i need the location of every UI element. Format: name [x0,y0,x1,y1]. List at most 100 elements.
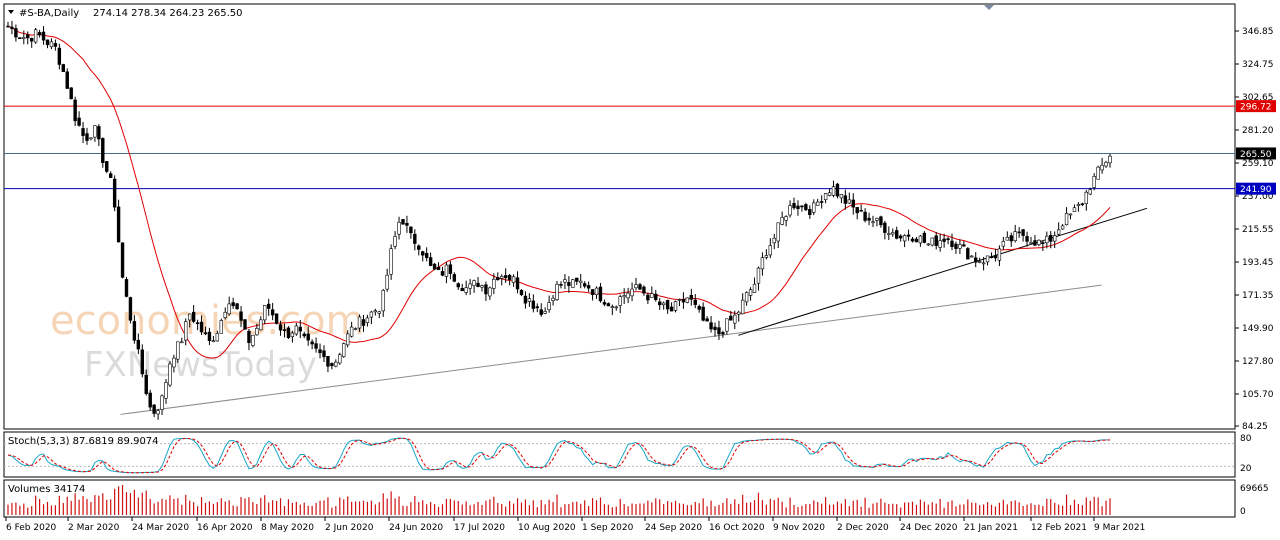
candle-bear [318,349,322,354]
price-panel[interactable] [3,3,1236,430]
candle-bull [1056,229,1061,235]
candle-bull [468,283,472,289]
level-tag-current [1236,147,1276,160]
level-tag-label-resistance: 296.72 [1240,103,1272,113]
candle-bear [689,295,694,300]
candle-bear [910,238,915,242]
candle-bear [1080,203,1085,206]
candle-bear [582,283,587,287]
candle-bear [274,313,279,324]
moving-average [7,25,1111,359]
candle-bear [808,209,812,216]
price-tick-label: 193.45 [1242,258,1274,268]
candle-bear [207,331,212,341]
candle-bear [1009,235,1013,242]
candle-bull [381,290,385,312]
trendlines [120,207,1148,415]
candle-bull [223,311,227,318]
candle-bull [33,29,38,43]
candle-bull [511,276,516,283]
ohlc-readout: 274.14 278.34 264.23 265.50 [93,8,243,19]
candle-bull [172,357,176,368]
candle-bear [638,284,642,290]
watermark-fxnewstoday: FXNewsToday [84,345,317,385]
candle-bull [1096,166,1100,180]
candle-bear [729,315,733,321]
price-tick-label: 302.65 [1242,93,1274,103]
price-tick-label: 149.90 [1242,324,1274,334]
candle-bull [902,235,907,242]
volume-panel[interactable] [3,479,1236,518]
candle-bull [740,299,745,315]
candle-bear [507,274,512,280]
candle-bull [650,293,654,298]
candle-bear [646,294,650,301]
candle-bull [168,363,172,386]
candle-bear [819,201,824,203]
volumes-label: Volumes 34174 [8,484,85,495]
candle-bear [10,26,14,29]
candle-bull [488,287,492,297]
candle-bear [14,28,18,38]
candle-bear [946,238,950,241]
candle-bear [883,222,887,233]
candle-bear [713,326,717,331]
chart-shift-marker-icon[interactable] [984,5,994,10]
candle-bull [500,276,504,279]
candle-bear [1017,231,1021,234]
candle-bear [590,289,595,295]
candle-bull [812,202,816,213]
time-tick-label: 9 Mar 2021 [1094,523,1145,533]
candle-bear [401,219,405,225]
candle-bear [191,311,196,322]
candle-bear [310,341,314,345]
candle-bull [1053,235,1057,242]
symbol-menu-arrow-icon[interactable] [8,10,14,14]
candle-bear [152,404,156,414]
candle-bear [235,303,239,310]
time-tick-label: 6 Feb 2020 [6,523,57,533]
candle-bear [29,37,34,42]
candle-bear [448,264,453,274]
candle-bull [768,245,773,256]
candle-bull [357,316,362,329]
symbol-label[interactable]: #S-BA,Daily [19,8,79,19]
volume-bars [7,485,1111,515]
time-tick-label: 12 Feb 2021 [1031,523,1087,533]
candle-bear [863,211,867,221]
candle-bull [393,236,397,247]
candle-bull [958,244,962,249]
candle-bull [571,279,575,288]
candle-bear [993,255,998,259]
candle-bear [496,277,500,281]
moving-average-line [7,25,1111,359]
candle-bear [195,322,200,324]
candle-bear [231,302,235,307]
candle-bear [120,242,125,278]
candle-bear [45,39,50,46]
candle-bull [180,341,184,344]
candle-bull [1029,241,1033,244]
stochastic-panel[interactable] [3,431,1236,478]
candle-bear [41,31,46,41]
candle-bull [294,325,299,335]
stochastic-main-line [7,437,1111,474]
candle-bull [1037,239,1041,245]
candle-bull [255,328,259,336]
candle-bull [918,235,923,244]
candle-bear [140,349,144,375]
candle-bear [934,235,938,246]
watermark-economies: economies.com [50,298,365,344]
horizontal-levels [4,105,1235,190]
candle-bear [148,392,152,408]
candle-bear [962,244,966,247]
candle-bull [290,332,295,337]
candle-bull [464,287,468,293]
candle-bear [132,321,137,341]
time-tick-label: 16 Apr 2020 [197,523,253,533]
candle-bear [239,311,243,321]
price-tick-label: 237.00 [1242,192,1274,202]
trendline-up [738,207,1148,336]
candle-bull [839,194,844,199]
